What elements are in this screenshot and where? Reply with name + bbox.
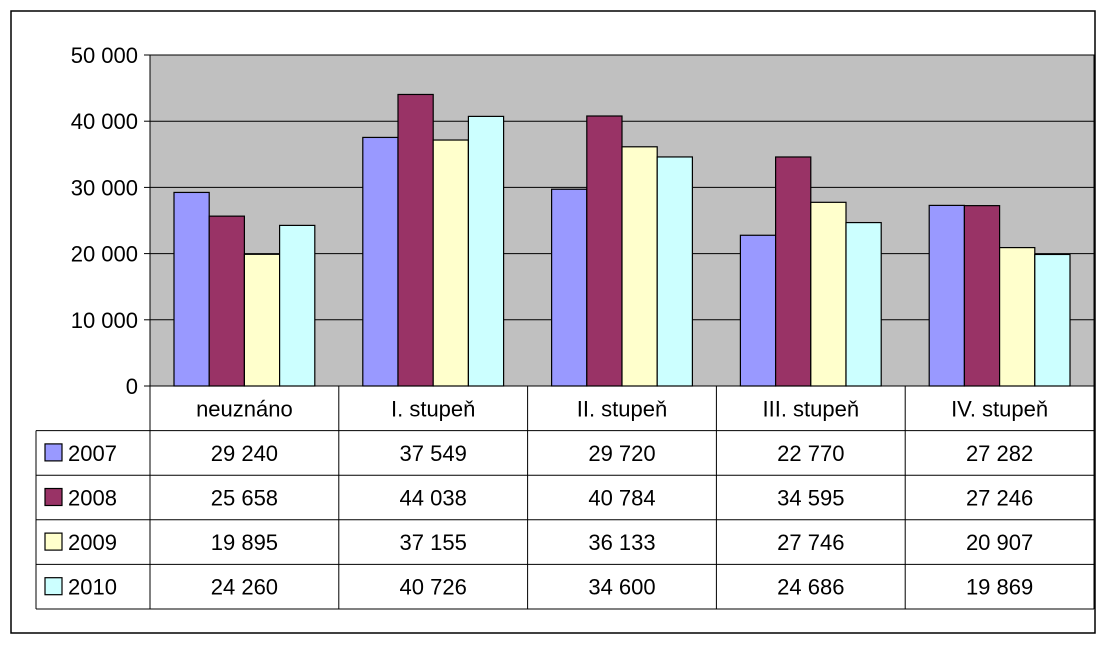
bar-2008-4 <box>963 205 1001 387</box>
data-value-label: 37 549 <box>400 441 467 466</box>
bar-2009-4 <box>998 246 1036 387</box>
data-value-label: 27 746 <box>777 530 844 555</box>
legend-swatch-2008 <box>44 487 63 507</box>
data-value-label: 36 133 <box>588 530 655 555</box>
data-value-label: 34 600 <box>588 575 655 600</box>
series-name: 2009 <box>68 530 117 555</box>
data-value-label: 24 686 <box>777 575 844 600</box>
bar-2009-1 <box>432 139 470 387</box>
bar-2008-1 <box>397 93 434 387</box>
category-label: I. stupeň <box>391 396 475 421</box>
data-value-label: 27 282 <box>966 441 1033 466</box>
bar-2010-1 <box>467 115 505 387</box>
category-label: IV. stupeň <box>951 396 1048 421</box>
bar-2009-2 <box>621 146 658 387</box>
bar-2009-0 <box>243 253 281 387</box>
bar-2009-3 <box>810 201 847 387</box>
bar-2007-1 <box>362 136 399 387</box>
data-value-label: 25 658 <box>211 486 278 511</box>
data-value-label: 19 895 <box>211 530 278 555</box>
y-tick-label: 10 000 <box>71 308 138 333</box>
y-tick-label: 20 000 <box>71 242 138 267</box>
y-tick-label: 0 <box>126 374 138 399</box>
bar-2007-0 <box>173 191 210 387</box>
data-value-label: 40 726 <box>400 575 467 600</box>
bar-2007-4 <box>928 204 966 387</box>
data-value-label: 29 240 <box>211 441 278 466</box>
data-value-label: 27 246 <box>966 486 1033 511</box>
y-tick-label: 30 000 <box>71 175 138 200</box>
legend-swatch-2010 <box>44 577 63 596</box>
bar-2010-4 <box>1034 253 1071 387</box>
data-value-label: 22 770 <box>777 441 844 466</box>
data-value-label: 34 595 <box>777 486 844 511</box>
data-value-label: 29 720 <box>588 441 655 466</box>
bar-2010-3 <box>845 221 882 387</box>
data-value-label: 20 907 <box>966 530 1033 555</box>
bar-2007-3 <box>739 234 777 387</box>
bar-2007-2 <box>550 188 588 387</box>
category-label: neuznáno <box>196 396 293 421</box>
bar-2010-0 <box>279 224 316 387</box>
category-label: II. stupeň <box>577 396 668 421</box>
series-name: 2008 <box>68 486 117 511</box>
category-label: III. stupeň <box>762 396 859 421</box>
data-value-label: 24 260 <box>211 575 278 600</box>
data-value-label: 19 869 <box>966 575 1033 600</box>
y-tick-label: 40 000 <box>71 109 138 134</box>
series-name: 2007 <box>68 441 117 466</box>
y-tick-label: 50 000 <box>71 43 138 68</box>
data-value-label: 40 784 <box>588 486 655 511</box>
series-name: 2010 <box>68 575 117 600</box>
data-value-label: 44 038 <box>400 486 467 511</box>
bar-2008-3 <box>774 156 812 387</box>
legend-swatch-2009 <box>44 532 63 551</box>
bar-2008-2 <box>586 115 623 387</box>
legend-swatch-2007 <box>44 443 63 462</box>
data-value-label: 37 155 <box>400 530 467 555</box>
bar-2008-0 <box>208 215 245 387</box>
bar-2010-2 <box>656 156 694 387</box>
